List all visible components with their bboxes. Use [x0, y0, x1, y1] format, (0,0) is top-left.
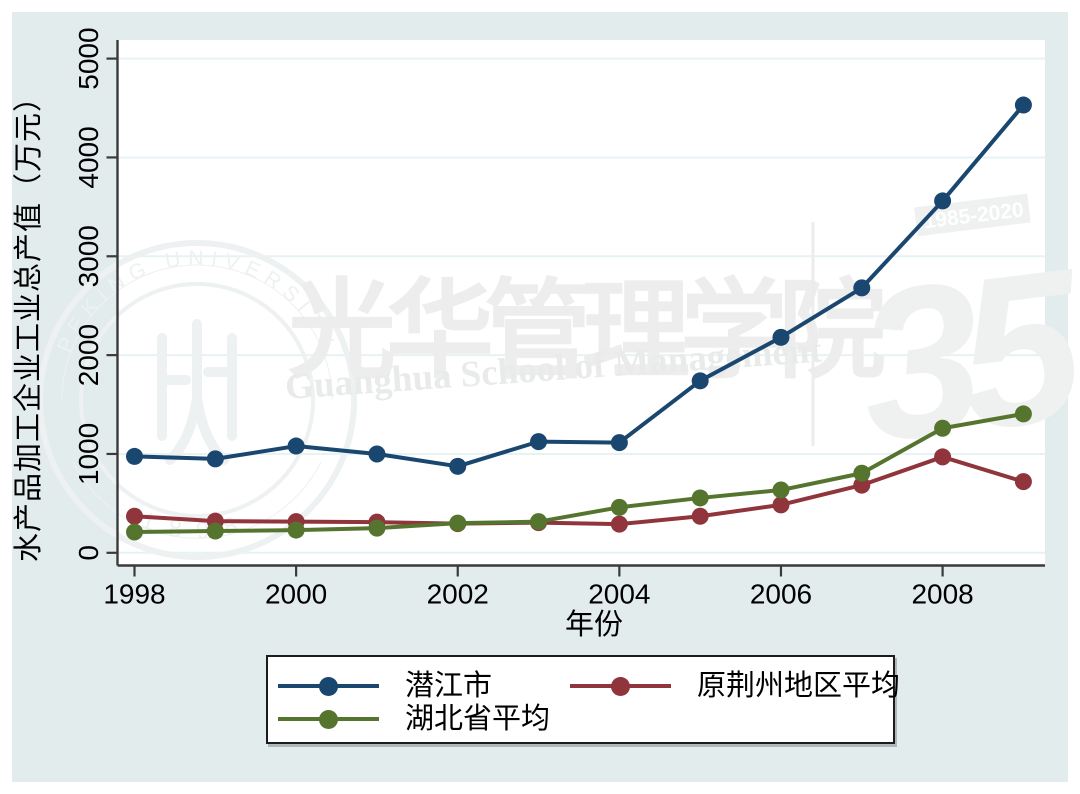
axes: 0 1000 2000 3000 4000 5000 1998 2000 2002 2004 200… — [73, 27, 1045, 610]
svg-text:0: 0 — [73, 545, 104, 561]
legend-swatch — [570, 671, 671, 701]
seal-inner-ring — [79, 282, 315, 518]
anniversary-number-watermark: 35 — [847, 222, 1080, 488]
plot-area — [117, 40, 1045, 566]
svg-text:5000: 5000 — [73, 27, 104, 89]
legend-label: 原荆州地区平均 — [697, 670, 901, 702]
legend-marker-dot — [319, 677, 338, 696]
svg-text:4000: 4000 — [73, 126, 104, 188]
legend-marker-dot — [319, 710, 338, 729]
legend-marker-dot — [611, 677, 630, 696]
legend-item-qianjiang: 潜江市 — [278, 671, 492, 701]
seal-outer-ring — [37, 240, 357, 560]
legend: 潜江市 原荆州地区平均 湖北省平均 — [266, 655, 900, 744]
svg-text:2000: 2000 — [73, 324, 104, 386]
svg-text:2002: 2002 — [427, 579, 489, 610]
svg-text:1998: 1998 — [103, 579, 165, 610]
legend-label: 潜江市 — [405, 670, 493, 702]
anniversary-logo: 35 1985-2020 — [847, 193, 1080, 488]
svg-text:2004: 2004 — [588, 579, 650, 610]
legend-swatch — [278, 671, 379, 701]
y-axis-title: 水产品加工企业工业总产值（万元） — [13, 81, 45, 563]
svg-text:3000: 3000 — [73, 225, 104, 287]
legend-swatch — [278, 704, 379, 734]
svg-text:1000: 1000 — [73, 423, 104, 485]
svg-text:2008: 2008 — [911, 579, 973, 610]
legend-label: 湖北省平均 — [405, 703, 551, 735]
legend-item-hubei-average: 湖北省平均 — [278, 704, 550, 734]
data-series — [126, 96, 1032, 541]
legend-item-jingzhou-average: 原荆州地区平均 — [570, 671, 900, 701]
svg-text:2000: 2000 — [265, 579, 327, 610]
svg-text:2006: 2006 — [750, 579, 812, 610]
x-axis-title: 年份 — [564, 609, 624, 641]
watermark: PEKING UNIVERSITY 1898 光华管理学院 Guanghua S… — [37, 193, 1080, 560]
